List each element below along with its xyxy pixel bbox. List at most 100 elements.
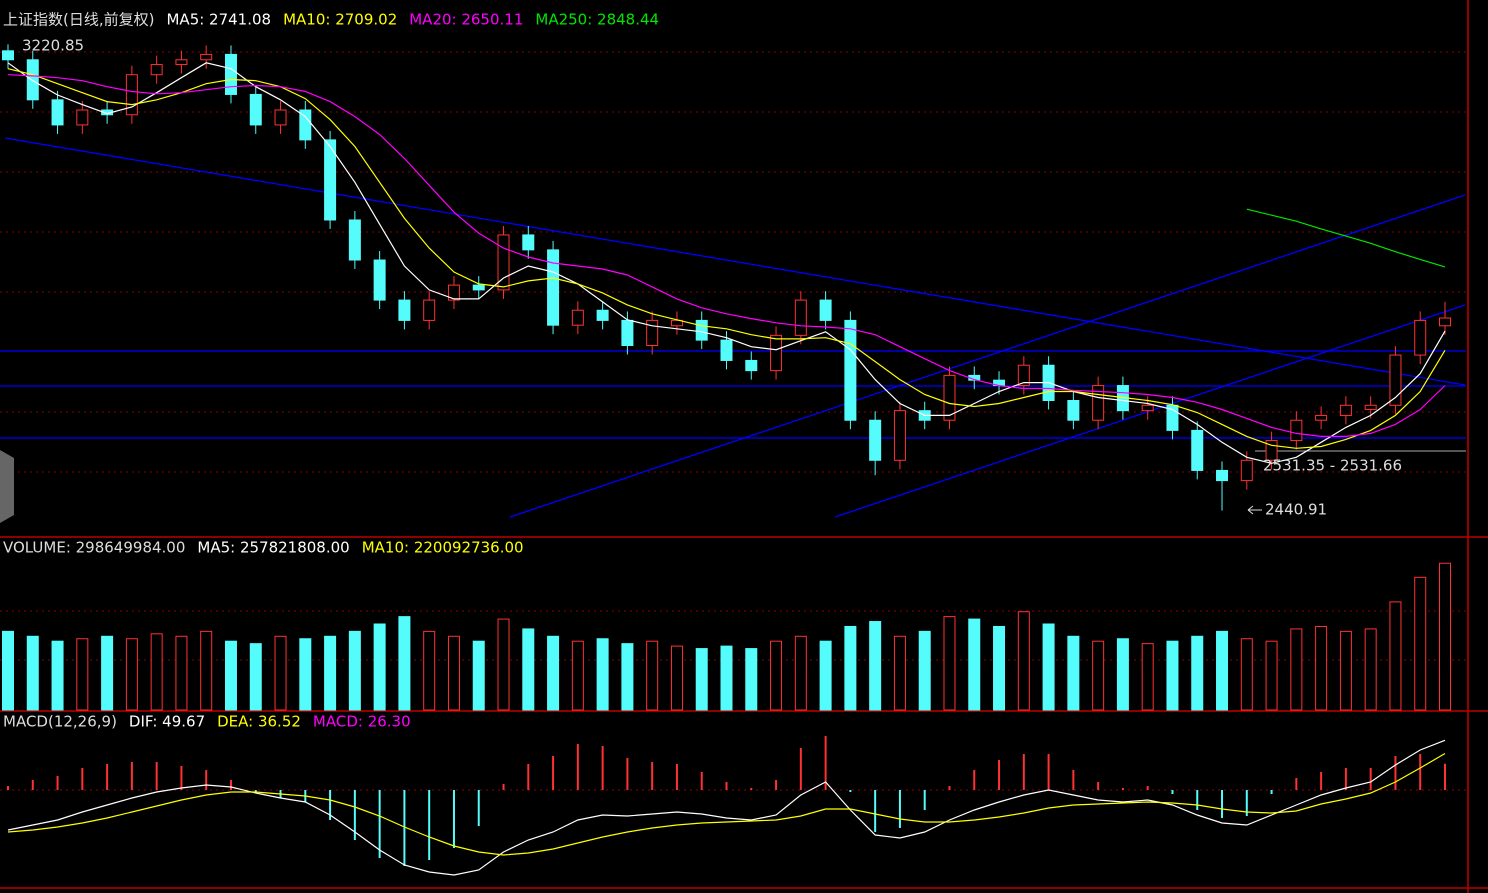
candle-body [76, 109, 89, 126]
volume-bar [522, 628, 535, 711]
legend-entry: MA5: 2741.08 [166, 11, 271, 29]
volume-bar [1439, 562, 1451, 711]
candle-body [1265, 440, 1278, 461]
volume-bar [1166, 640, 1179, 711]
candle-body [175, 59, 188, 66]
volume-bar [844, 625, 857, 711]
candle-body [522, 234, 535, 251]
volume-bar [571, 640, 584, 711]
volume-bar [943, 616, 956, 711]
legend-entry: MA20: 2650.11 [409, 11, 523, 29]
volume-bar [893, 635, 906, 711]
candle-body [51, 99, 64, 126]
annotation: 2531.35 - 2531.66 [1263, 457, 1402, 475]
candle-body [745, 359, 758, 372]
candle-body [497, 234, 510, 291]
volume-bar [200, 630, 213, 711]
volume-bar [224, 640, 237, 711]
title: VOLUME: 298649984.00 [3, 539, 185, 557]
volume-bar [695, 648, 708, 711]
volume-bar [398, 616, 411, 711]
volume-bar [869, 621, 882, 711]
candle-body [695, 319, 708, 341]
candle-body [348, 219, 361, 261]
line-series [7, 752, 1446, 856]
candle-body [249, 93, 262, 126]
candle-body [1414, 319, 1427, 356]
volume-bar [1067, 635, 1080, 711]
candle-body [150, 64, 163, 76]
candle-body [274, 109, 287, 126]
legend-entry: DEA: 36.52 [217, 713, 301, 731]
candle-body [423, 299, 436, 321]
volume-bar [1389, 601, 1402, 711]
line-series [7, 74, 1446, 437]
volume-bar [2, 630, 14, 711]
legend-entry: DIF: 49.67 [129, 713, 205, 731]
volume-bar [299, 638, 312, 711]
volume-bar [1141, 643, 1154, 711]
line-series [1246, 208, 1446, 268]
candle-body [398, 299, 411, 321]
annotation: 2440.91 [1265, 501, 1327, 519]
volume-bar [1315, 625, 1328, 711]
candle-body [373, 259, 386, 301]
candle-body [819, 299, 832, 321]
line-series [7, 739, 1446, 876]
volume-bar [1339, 630, 1352, 711]
candle-body [869, 419, 882, 461]
volume-bar [993, 625, 1006, 711]
candle-body [794, 299, 807, 336]
volume-bar [1364, 628, 1377, 711]
candle-body [1364, 404, 1377, 410]
candle-body [1439, 317, 1451, 327]
volume-bar [646, 640, 659, 711]
volume-bar [76, 638, 89, 711]
candle-body [1191, 429, 1204, 471]
volume-bar [794, 635, 807, 711]
grid [0, 51, 1466, 791]
candle-body [547, 249, 560, 326]
candle-body [1315, 414, 1328, 421]
candle-body [472, 284, 485, 291]
volume-bar [497, 618, 510, 711]
candle-body [224, 53, 237, 95]
volume-bar [1116, 638, 1129, 711]
price-header: 上证指数(日线,前复权) MA5: 2741.08 MA10: 2709.02 MA2… [3, 11, 659, 29]
side-tab[interactable] [0, 450, 14, 523]
volume-bar [101, 635, 114, 711]
volume-bar [547, 635, 560, 711]
volume-bar [51, 640, 64, 711]
candle-body [770, 334, 783, 372]
candle-body [447, 284, 460, 301]
legend-entry: MA250: 2848.44 [535, 11, 659, 29]
plot [2, 44, 1451, 876]
candle-body [1389, 354, 1402, 406]
volume-bar [175, 635, 188, 711]
candle-body [720, 339, 733, 361]
volume-bar [249, 643, 262, 711]
candle-body [26, 59, 39, 101]
volume-bar [26, 635, 39, 711]
volume-bar [1216, 630, 1229, 711]
legend-entry: MA5: 257821808.00 [197, 539, 349, 557]
volume-bar [1414, 576, 1427, 711]
volume-bar [770, 640, 783, 711]
volume-bar [918, 630, 931, 711]
volume-bar [423, 630, 436, 711]
candle-body [646, 319, 659, 347]
candle-body [2, 50, 14, 61]
volume-bar [968, 618, 981, 711]
candle-body [844, 319, 857, 421]
candle-body [1290, 419, 1303, 442]
candle-body [324, 139, 337, 221]
volume-bar [720, 645, 733, 711]
volume-bar [819, 640, 832, 711]
volume-bar [125, 638, 138, 711]
annotation: 3220.85 [22, 37, 84, 55]
candle-body [893, 410, 906, 461]
volume-bar [274, 635, 287, 711]
